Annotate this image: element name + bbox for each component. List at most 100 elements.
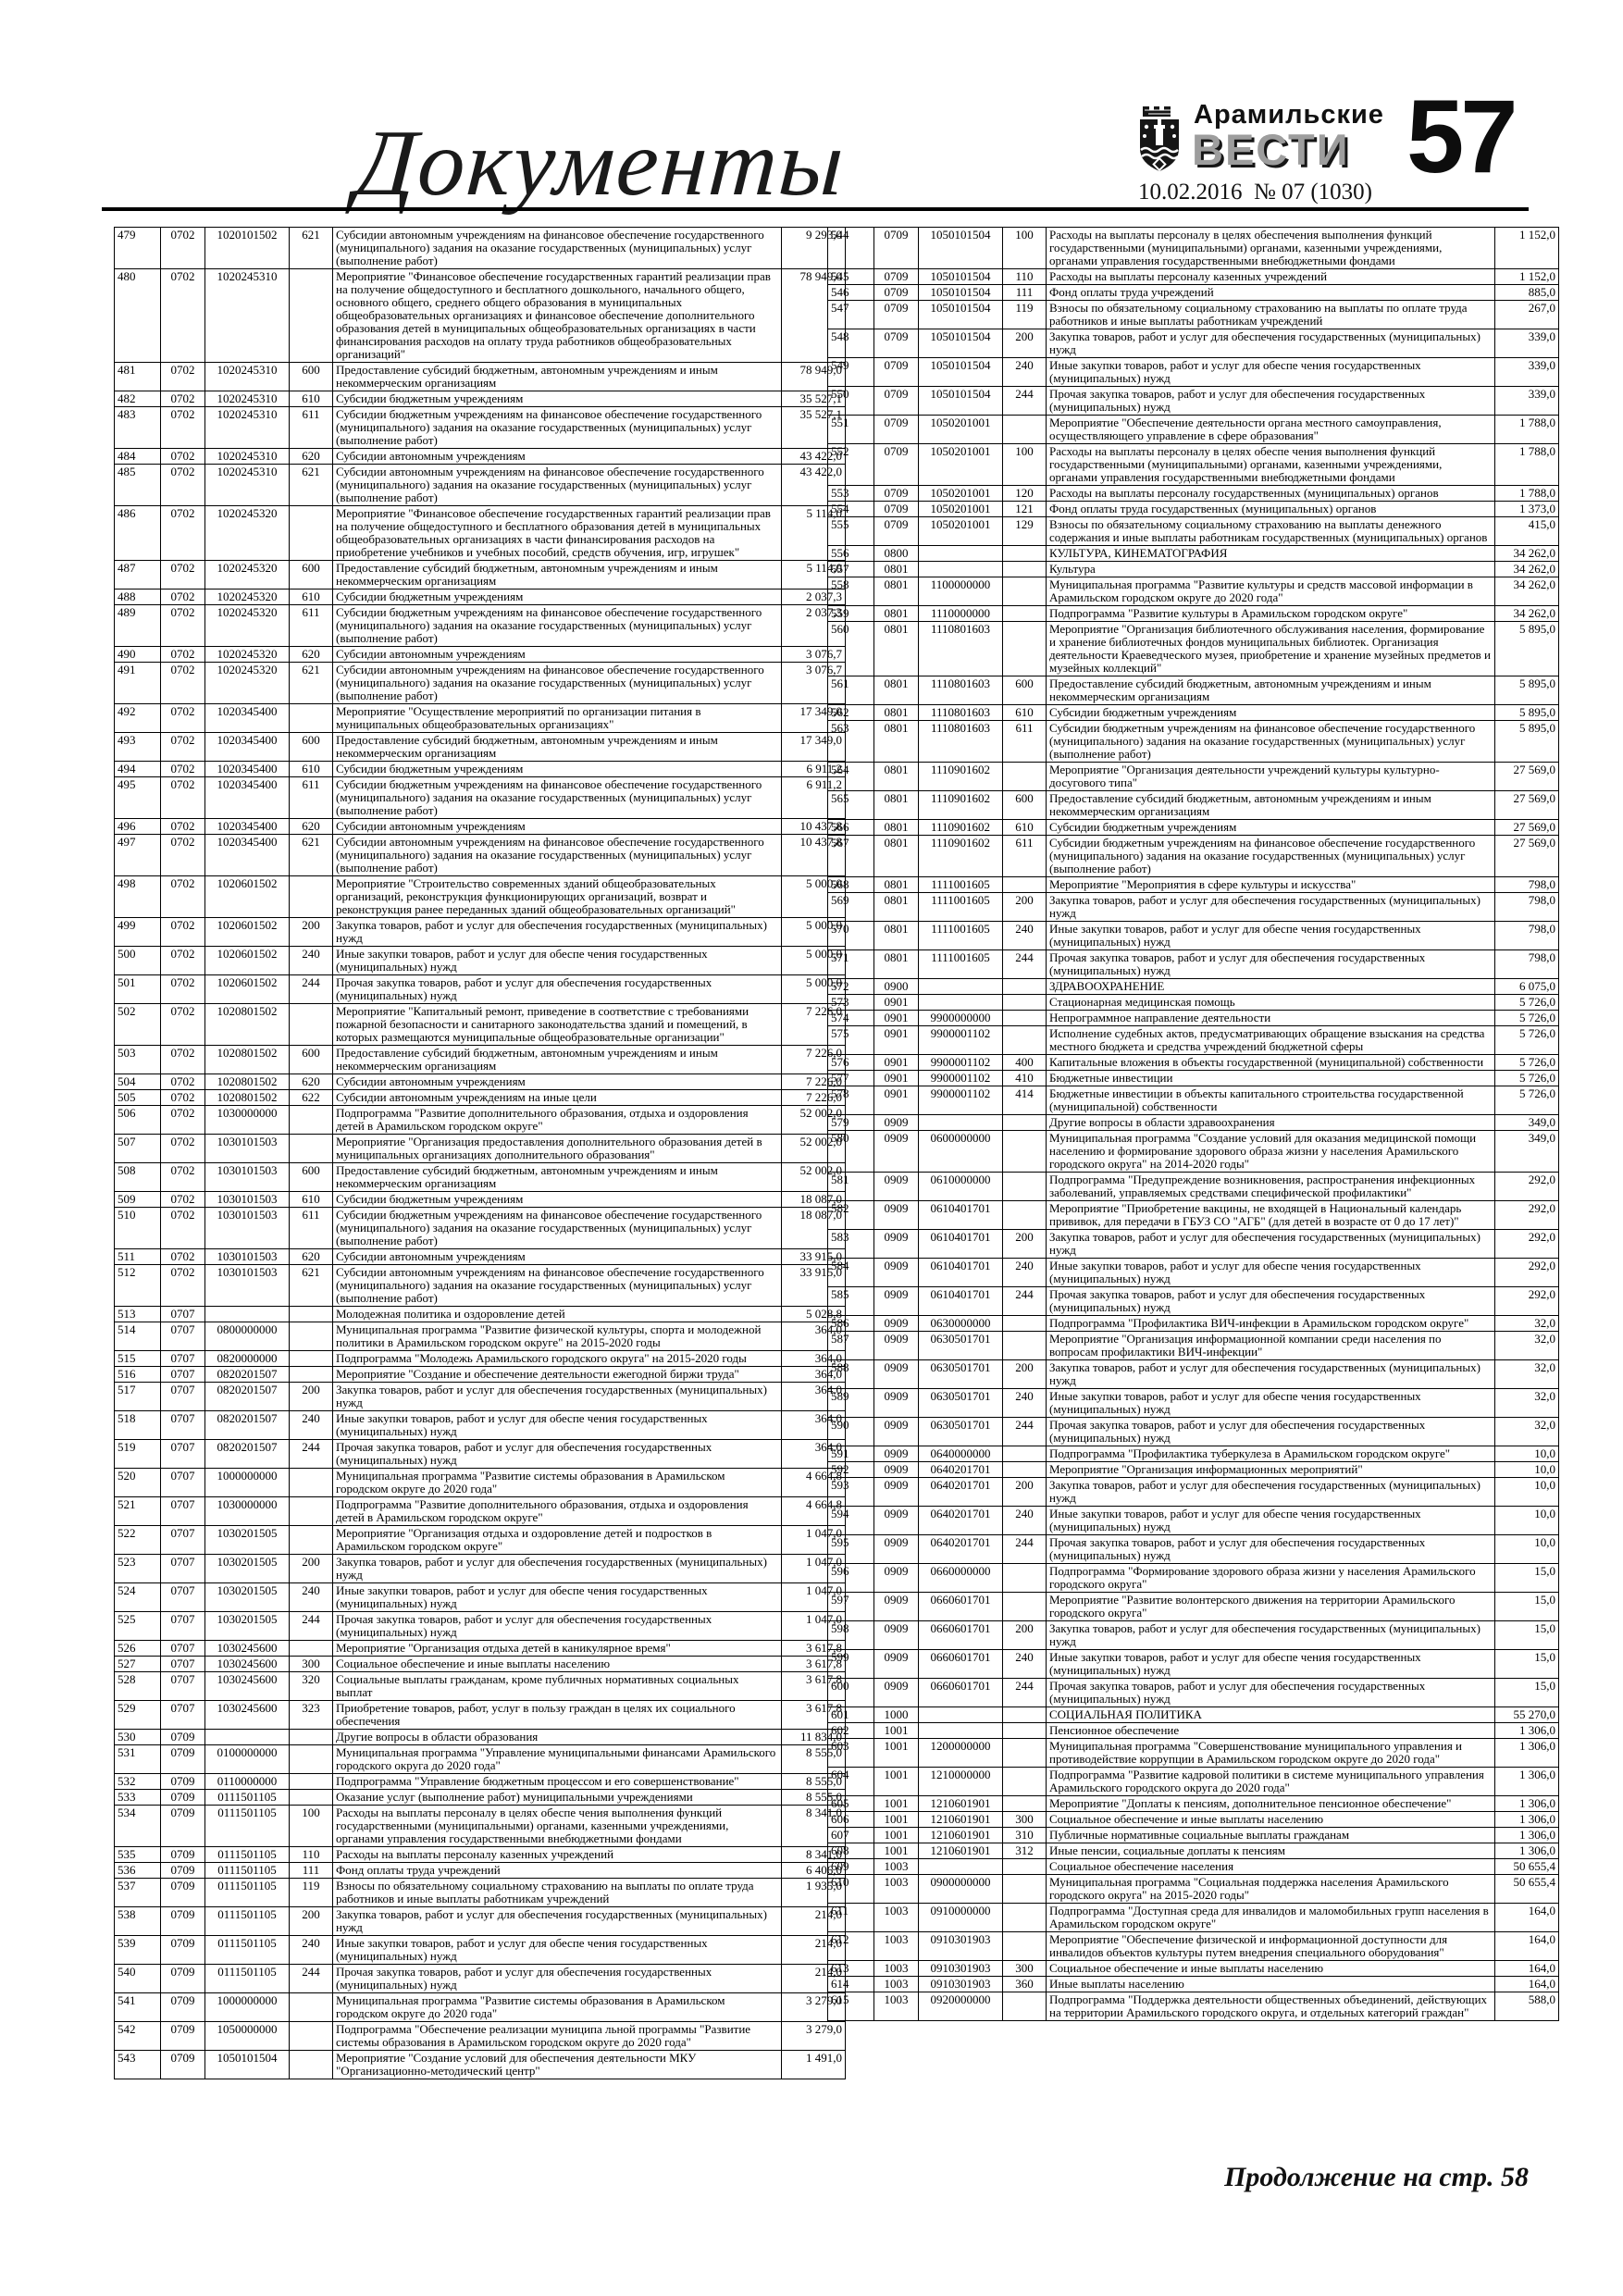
section-code-cell: 0707	[160, 1671, 205, 1701]
amount-cell: 50 655,4	[1494, 1858, 1559, 1875]
row-number-cell: 589	[827, 1388, 874, 1418]
description-cell: Муниципальная программа "Социальная подд…	[1046, 1874, 1495, 1904]
table-row: 584 0909 0610401701 240 Иные закупки товаров…	[827, 1258, 1559, 1287]
section-code-cell: 0801	[873, 762, 919, 791]
target-article-cell: 1050101504	[918, 386, 1003, 416]
row-number-cell: 608	[827, 1843, 874, 1859]
row-number-cell: 553	[827, 485, 874, 502]
expense-type-cell	[1002, 1172, 1047, 1201]
expense-type-cell: 121	[1002, 501, 1047, 517]
amount-cell: 1 788,0	[1494, 485, 1559, 502]
section-code-cell: 0709	[873, 300, 919, 329]
description-cell: Социальное обеспечение и иные выплаты на…	[332, 1656, 782, 1672]
amount-cell: 5 726,0	[1494, 1070, 1559, 1086]
target-article-cell: 1050101504	[918, 268, 1003, 285]
amount-cell: 50 655,4	[1494, 1874, 1559, 1904]
table-row: 503 0702 1020801502 600 Предоставление субси…	[114, 1045, 846, 1074]
section-code-cell: 0801	[873, 949, 919, 979]
description-cell: Расходы на выплаты персоналу в целях обе…	[1046, 443, 1495, 486]
expense-type-cell: 610	[1002, 704, 1047, 721]
section-code-cell: 1003	[873, 1976, 919, 1992]
expense-type-cell	[289, 1003, 333, 1046]
target-article-cell: 1110801603	[918, 676, 1003, 705]
description-cell: Мероприятие "Развитие волонтерского движ…	[1046, 1592, 1495, 1621]
row-number-cell: 515	[114, 1350, 161, 1367]
description-cell: Субсидии автономным учреждениям	[332, 1074, 782, 1090]
description-cell: Субсидии автономным учреждениям	[332, 448, 782, 465]
target-article-cell: 0111501105	[204, 1935, 290, 1965]
expense-type-cell	[289, 1773, 333, 1790]
row-number-cell: 552	[827, 443, 874, 486]
row-number-cell: 584	[827, 1258, 874, 1287]
description-cell: Мероприятие "Обеспечение деятельности ор…	[1046, 415, 1495, 444]
section-code-cell: 0909	[873, 1620, 919, 1650]
target-article-cell: 1111001605	[918, 949, 1003, 979]
amount-cell: 1 306,0	[1494, 1795, 1559, 1812]
target-article-cell: 1020601502	[204, 946, 290, 975]
target-article-cell: 1111001605	[918, 876, 1003, 893]
target-article-cell	[918, 1722, 1003, 1739]
expense-type-cell: 600	[289, 1162, 333, 1192]
expense-type-cell: 200	[1002, 329, 1047, 358]
expense-type-cell	[289, 1729, 333, 1745]
table-row: 594 0909 0640201701 240 Иные закупки товаров…	[827, 1506, 1559, 1535]
table-row: 534 0709 0111501105 100 Расходы на выплаты п…	[114, 1805, 846, 1847]
table-row: 489 0702 1020245320 611 Субсидии бюджетным у…	[114, 604, 846, 647]
row-number-cell: 593	[827, 1477, 874, 1507]
table-row: 484 0702 1020245310 620 Субсидии автономным …	[114, 448, 846, 465]
row-number-cell: 560	[827, 621, 874, 676]
target-article-cell: 0900000000	[918, 1874, 1003, 1904]
description-cell: Социальные выплаты гражданам, кроме публ…	[332, 1671, 782, 1701]
amount-cell: 164,0	[1494, 1931, 1559, 1961]
description-cell: Подпрограмма "Формирование здорового обр…	[1046, 1563, 1495, 1593]
row-number-cell: 570	[827, 921, 874, 950]
description-cell: Подпрограмма "Развитие дополнительного о…	[332, 1105, 782, 1135]
row-number-cell: 517	[114, 1382, 161, 1411]
row-number-cell: 533	[114, 1789, 161, 1806]
target-article-cell: 0820201507	[204, 1366, 290, 1383]
description-cell: Фонд оплаты труда учреждений	[332, 1862, 782, 1879]
section-code-cell: 0900	[873, 978, 919, 995]
row-number-cell: 586	[827, 1315, 874, 1332]
target-article-cell	[918, 561, 1003, 577]
target-article-cell: 1020245310	[204, 362, 290, 391]
section-code-cell: 0702	[160, 1074, 205, 1090]
table-row: 508 0702 1030101503 600 Предоставление субси…	[114, 1162, 846, 1192]
table-row: 546 0709 1050101504 111 Фонд оплаты труда уч…	[827, 284, 1559, 301]
amount-cell: 55 270,0	[1494, 1706, 1559, 1723]
description-cell: Молодежная политика и оздоровление детей	[332, 1306, 782, 1322]
expense-type-cell: 100	[289, 1805, 333, 1847]
row-number-cell: 612	[827, 1931, 874, 1961]
section-code-cell: 0909	[873, 1461, 919, 1478]
expense-type-cell: 360	[1002, 1976, 1047, 1992]
table-row: 507 0702 1030101503 Мероприятие "Организаци…	[114, 1134, 846, 1163]
target-article-cell: 9900001102	[918, 1086, 1003, 1115]
expense-type-cell	[289, 1992, 333, 2022]
section-code-cell: 0801	[873, 819, 919, 836]
expense-type-cell	[1002, 1315, 1047, 1332]
description-cell: Непрограммное направление деятельности	[1046, 1010, 1495, 1026]
row-number-cell: 530	[114, 1729, 161, 1745]
description-cell: Бюджетные инвестиции	[1046, 1070, 1495, 1086]
table-row: 596 0909 0660000000 Подпрограмма "Формирова…	[827, 1563, 1559, 1593]
section-code-cell: 0909	[873, 1678, 919, 1707]
table-row: 568 0801 1111001605 Мероприятие "Мероприяти…	[827, 876, 1559, 893]
row-number-cell: 529	[114, 1700, 161, 1730]
row-number-cell: 547	[827, 300, 874, 329]
table-row: 570 0801 1111001605 240 Иные закупки товаров…	[827, 921, 1559, 950]
table-row: 600 0909 0660601701 244 Прочая закупка товар…	[827, 1678, 1559, 1707]
section-code-cell: 0707	[160, 1410, 205, 1440]
target-article-cell: 1030000000	[204, 1496, 290, 1526]
target-article-cell: 1020345400	[204, 818, 290, 835]
amount-cell: 349,0	[1494, 1130, 1559, 1173]
row-number-cell: 486	[114, 505, 161, 561]
expense-type-cell	[289, 1525, 333, 1555]
section-code-cell: 0709	[873, 284, 919, 301]
table-row: 579 0909 Другие вопросы в области здравоох…	[827, 1114, 1559, 1131]
section-code-cell: 0909	[873, 1592, 919, 1621]
description-cell: Культура	[1046, 561, 1495, 577]
section-code-cell: 0909	[873, 1359, 919, 1389]
target-article-cell: 0820201507	[204, 1382, 290, 1411]
section-code-cell: 0702	[160, 776, 205, 819]
expense-type-cell: 200	[289, 1382, 333, 1411]
